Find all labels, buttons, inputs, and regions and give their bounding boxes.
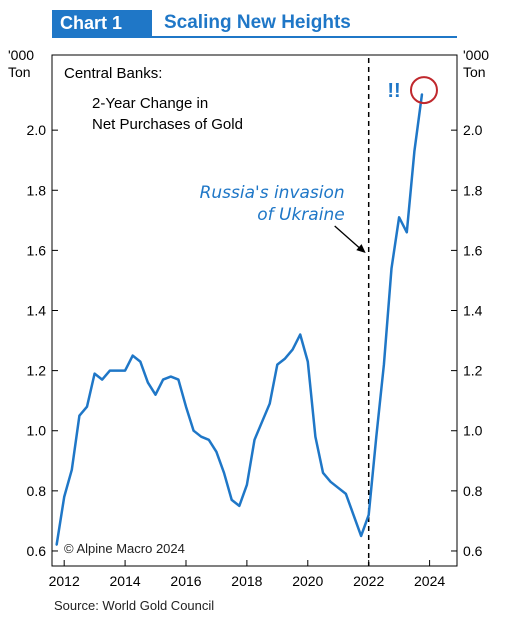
x-tick-label: 2024 [414, 573, 445, 589]
x-tick-label: 2016 [170, 573, 201, 589]
series-point [337, 486, 340, 489]
series-point [261, 420, 264, 423]
exclamation-mark: !! [387, 80, 400, 102]
legend-line-1: Central Banks: [64, 65, 162, 82]
y-tick-label-right: 1.6 [463, 242, 483, 258]
chart-header: Chart 1 Scaling New Heights [52, 10, 457, 36]
y-tick-label-left: 1.0 [27, 423, 47, 439]
y-tick-label-left: 2.0 [27, 122, 47, 138]
y-tick-label-left: 1.2 [27, 363, 47, 379]
series-point [390, 267, 393, 270]
y-axis-ticks: 0.6 0.6 0.8 0.8 1.0 1.0 1.2 1.2 1.4 1.4 1.6 1.6 1.8 1… [27, 122, 483, 559]
series-point [147, 381, 149, 384]
series-point [223, 471, 225, 474]
series-points [55, 93, 423, 546]
series-point [375, 435, 378, 438]
y-tick-label-right: 1.0 [463, 423, 483, 439]
x-tick-label: 2020 [292, 573, 323, 589]
legend-line-2: 2-Year Change in [92, 95, 208, 112]
series-point [383, 363, 385, 366]
invasion-annotation-line2: of Ukraine [257, 205, 344, 225]
series-point [352, 514, 355, 516]
series-point [101, 378, 104, 381]
series-point [230, 498, 233, 501]
series-point [78, 414, 81, 417]
right-axis-unit-line1: '000 [463, 47, 489, 63]
x-axis-ticks: 2012 2014 2016 2018 2020 2022 2024 [49, 560, 445, 589]
chart-number-label: Chart 1 [52, 10, 152, 36]
series-point [238, 504, 241, 507]
series-point [268, 402, 271, 405]
legend-line-3: Net Purchases of Gold [92, 116, 243, 133]
series-point [245, 483, 248, 486]
series-point [70, 468, 73, 471]
series-point [322, 471, 324, 474]
series-point [360, 535, 362, 537]
series-point [291, 348, 294, 351]
series-point [86, 405, 88, 408]
series-point [413, 150, 416, 153]
left-axis-unit-line1: '000 [8, 47, 34, 63]
header-rule [52, 36, 457, 38]
series-point [215, 450, 218, 453]
chart-title: Scaling New Heights [164, 12, 351, 33]
y-tick-label-right: 0.6 [463, 543, 483, 559]
y-tick-label-left: 1.8 [27, 182, 47, 198]
series-point [200, 435, 203, 438]
y-tick-label-left: 1.4 [27, 303, 47, 319]
series-point [207, 438, 210, 441]
series-point [108, 369, 111, 372]
series-point [299, 333, 302, 336]
right-axis-unit-line2: Ton [463, 64, 486, 80]
y-tick-label-right: 0.8 [463, 483, 483, 499]
series-point [177, 378, 180, 381]
series-point [169, 375, 172, 378]
y-tick-label-right: 2.0 [463, 122, 483, 138]
series-line [55, 93, 424, 546]
y-tick-label-right: 1.4 [463, 303, 483, 319]
invasion-arrow [334, 225, 362, 250]
source-note: Source: World Gold Council [54, 598, 215, 613]
invasion-annotation-line1: Russia's invasion [200, 183, 345, 203]
y-tick-label-right: 1.2 [463, 363, 483, 379]
y-tick-label-left: 1.6 [27, 242, 47, 258]
series-point [405, 231, 408, 234]
series-point [344, 492, 347, 495]
x-tick-label: 2018 [231, 573, 262, 589]
series-point [93, 372, 96, 375]
series-point [276, 363, 279, 366]
series-point [367, 514, 370, 516]
series-point [116, 369, 119, 372]
left-axis-unit-line2: Ton [8, 64, 31, 80]
y-tick-label-left: 0.8 [27, 483, 47, 499]
series-point [131, 354, 134, 357]
copyright-note: © Alpine Macro 2024 [64, 541, 185, 556]
series-point [421, 93, 423, 95]
series-point [314, 435, 317, 438]
y-tick-label-right: 1.8 [463, 182, 483, 198]
series-point [185, 405, 187, 408]
series-point [139, 360, 142, 363]
series-point [63, 495, 66, 498]
x-tick-label: 2012 [49, 573, 80, 589]
series-point [55, 544, 58, 546]
series-point [162, 378, 165, 381]
series-point [192, 429, 195, 432]
x-tick-label: 2022 [353, 573, 384, 589]
x-tick-label: 2014 [110, 573, 141, 589]
invasion-arrowhead [356, 244, 366, 253]
series-point [306, 360, 309, 363]
y-tick-label-left: 0.6 [27, 543, 47, 559]
series-point [329, 480, 332, 483]
series-point [154, 393, 157, 396]
series-point [398, 216, 401, 219]
series-point [253, 438, 256, 441]
series-point [284, 357, 286, 360]
series-point [124, 369, 126, 372]
highlight-circle [409, 76, 438, 105]
